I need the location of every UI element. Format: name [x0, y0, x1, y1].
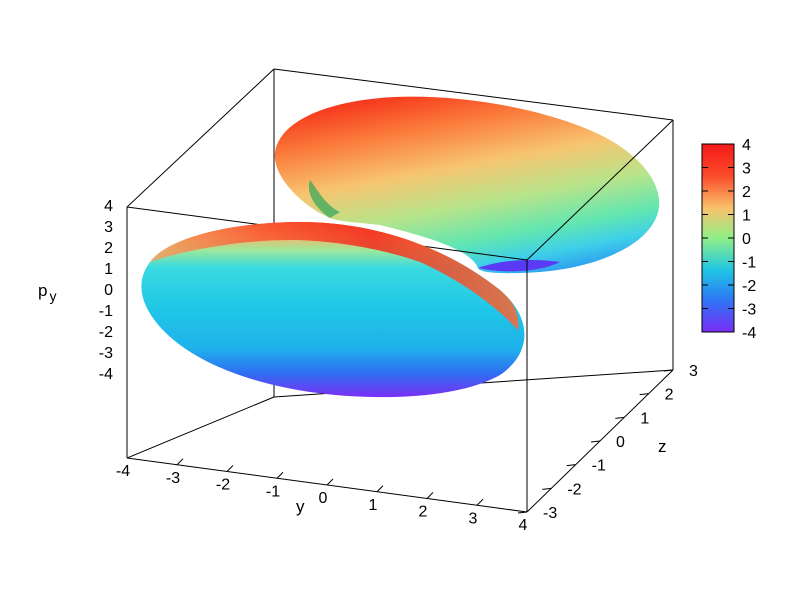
- colorbar-tick-label: -4: [742, 325, 756, 342]
- x-tick-mark: [276, 471, 284, 479]
- x-tick-mark: [326, 478, 334, 486]
- y-tick-mark: [639, 393, 649, 396]
- y-tick-label: -3: [543, 505, 557, 522]
- z-axis-label-subscript: y: [49, 288, 56, 304]
- z-axis: -4 -3 -2 -1 0 1 2 3 4: [99, 198, 113, 383]
- y-tick-label: 0: [616, 434, 625, 451]
- z-tick-label: 4: [104, 198, 113, 215]
- y-tick-label: 1: [640, 410, 649, 427]
- z-axis-label-main: p: [38, 281, 47, 300]
- colorbar-tick-label: 0: [742, 231, 751, 248]
- x-tick-label: -3: [166, 470, 180, 487]
- colorbar-tick-label: 4: [742, 137, 751, 154]
- surface-lower-rim: [150, 222, 519, 330]
- x-tick-label: 2: [419, 504, 428, 521]
- x-tick-mark: [226, 465, 234, 472]
- frame-back-left-top: [126, 68, 275, 208]
- y-tick-label: 2: [665, 387, 674, 404]
- colorbar-tick-label: 3: [742, 161, 751, 178]
- colorbar-tick-label: -3: [742, 302, 756, 319]
- x-tick-mark: [476, 498, 484, 506]
- frame-back-top: [273, 68, 674, 121]
- z-tick-label: 2: [104, 240, 113, 257]
- x-tick-mark: [426, 492, 434, 499]
- colorbar-tick-label: -1: [742, 255, 756, 272]
- surface-upper-body: [274, 96, 660, 274]
- surface-lower-sheet: [141, 222, 525, 398]
- x-tick-label: 1: [369, 497, 378, 514]
- x-axis: -4 -3 -2 -1 0 1 2 3 4: [116, 458, 528, 534]
- z-tick-label: -2: [99, 324, 113, 341]
- surface-upper-sheet: [274, 96, 660, 274]
- x-tick-mark: [176, 458, 184, 466]
- z-tick-label: -1: [99, 303, 113, 320]
- y-tick-mark: [590, 440, 601, 443]
- z-tick-label: 3: [104, 219, 113, 236]
- z-tick-label: 1: [104, 261, 113, 278]
- y-tick-label: 3: [689, 363, 698, 380]
- y-tick-mark: [615, 416, 625, 419]
- surface-upper-fold: [308, 180, 340, 218]
- y-tick-mark: [663, 369, 674, 372]
- x-tick-label: 0: [319, 490, 328, 507]
- x-tick-mark: [376, 485, 384, 493]
- frame-front-right-top: [526, 119, 674, 261]
- y-tick-mark: [566, 464, 576, 467]
- x-tick-label: 4: [519, 517, 528, 534]
- y-tick-label: -2: [567, 481, 581, 498]
- y-tick-label: -1: [592, 458, 606, 475]
- colorbar-tick-label: 2: [742, 184, 751, 201]
- surface-upper-underside: [478, 260, 560, 272]
- x-tick-label: -2: [216, 477, 230, 494]
- z-tick-label: -3: [99, 345, 113, 362]
- y-tick-mark: [542, 487, 552, 490]
- colorbar-tick-label: -2: [742, 278, 756, 295]
- colorbar-ticks: -4 -3 -2 -1 0 1 2 3 4: [702, 137, 756, 342]
- colorbar: -4 -3 -2 -1 0 1 2 3 4: [701, 137, 756, 342]
- y-tick-mark: [517, 511, 528, 514]
- z-tick-label: -4: [99, 366, 113, 383]
- frame-left-bottom: [126, 396, 275, 459]
- x-axis-label: y: [296, 497, 305, 516]
- x-tick-label: 3: [469, 510, 478, 527]
- x-tick-label: -4: [116, 463, 130, 480]
- z-tick-label: 0: [104, 282, 113, 299]
- y-axis-label: z: [658, 437, 667, 456]
- x-tick-label: -1: [266, 483, 280, 500]
- colorbar-tick-label: 1: [742, 208, 751, 225]
